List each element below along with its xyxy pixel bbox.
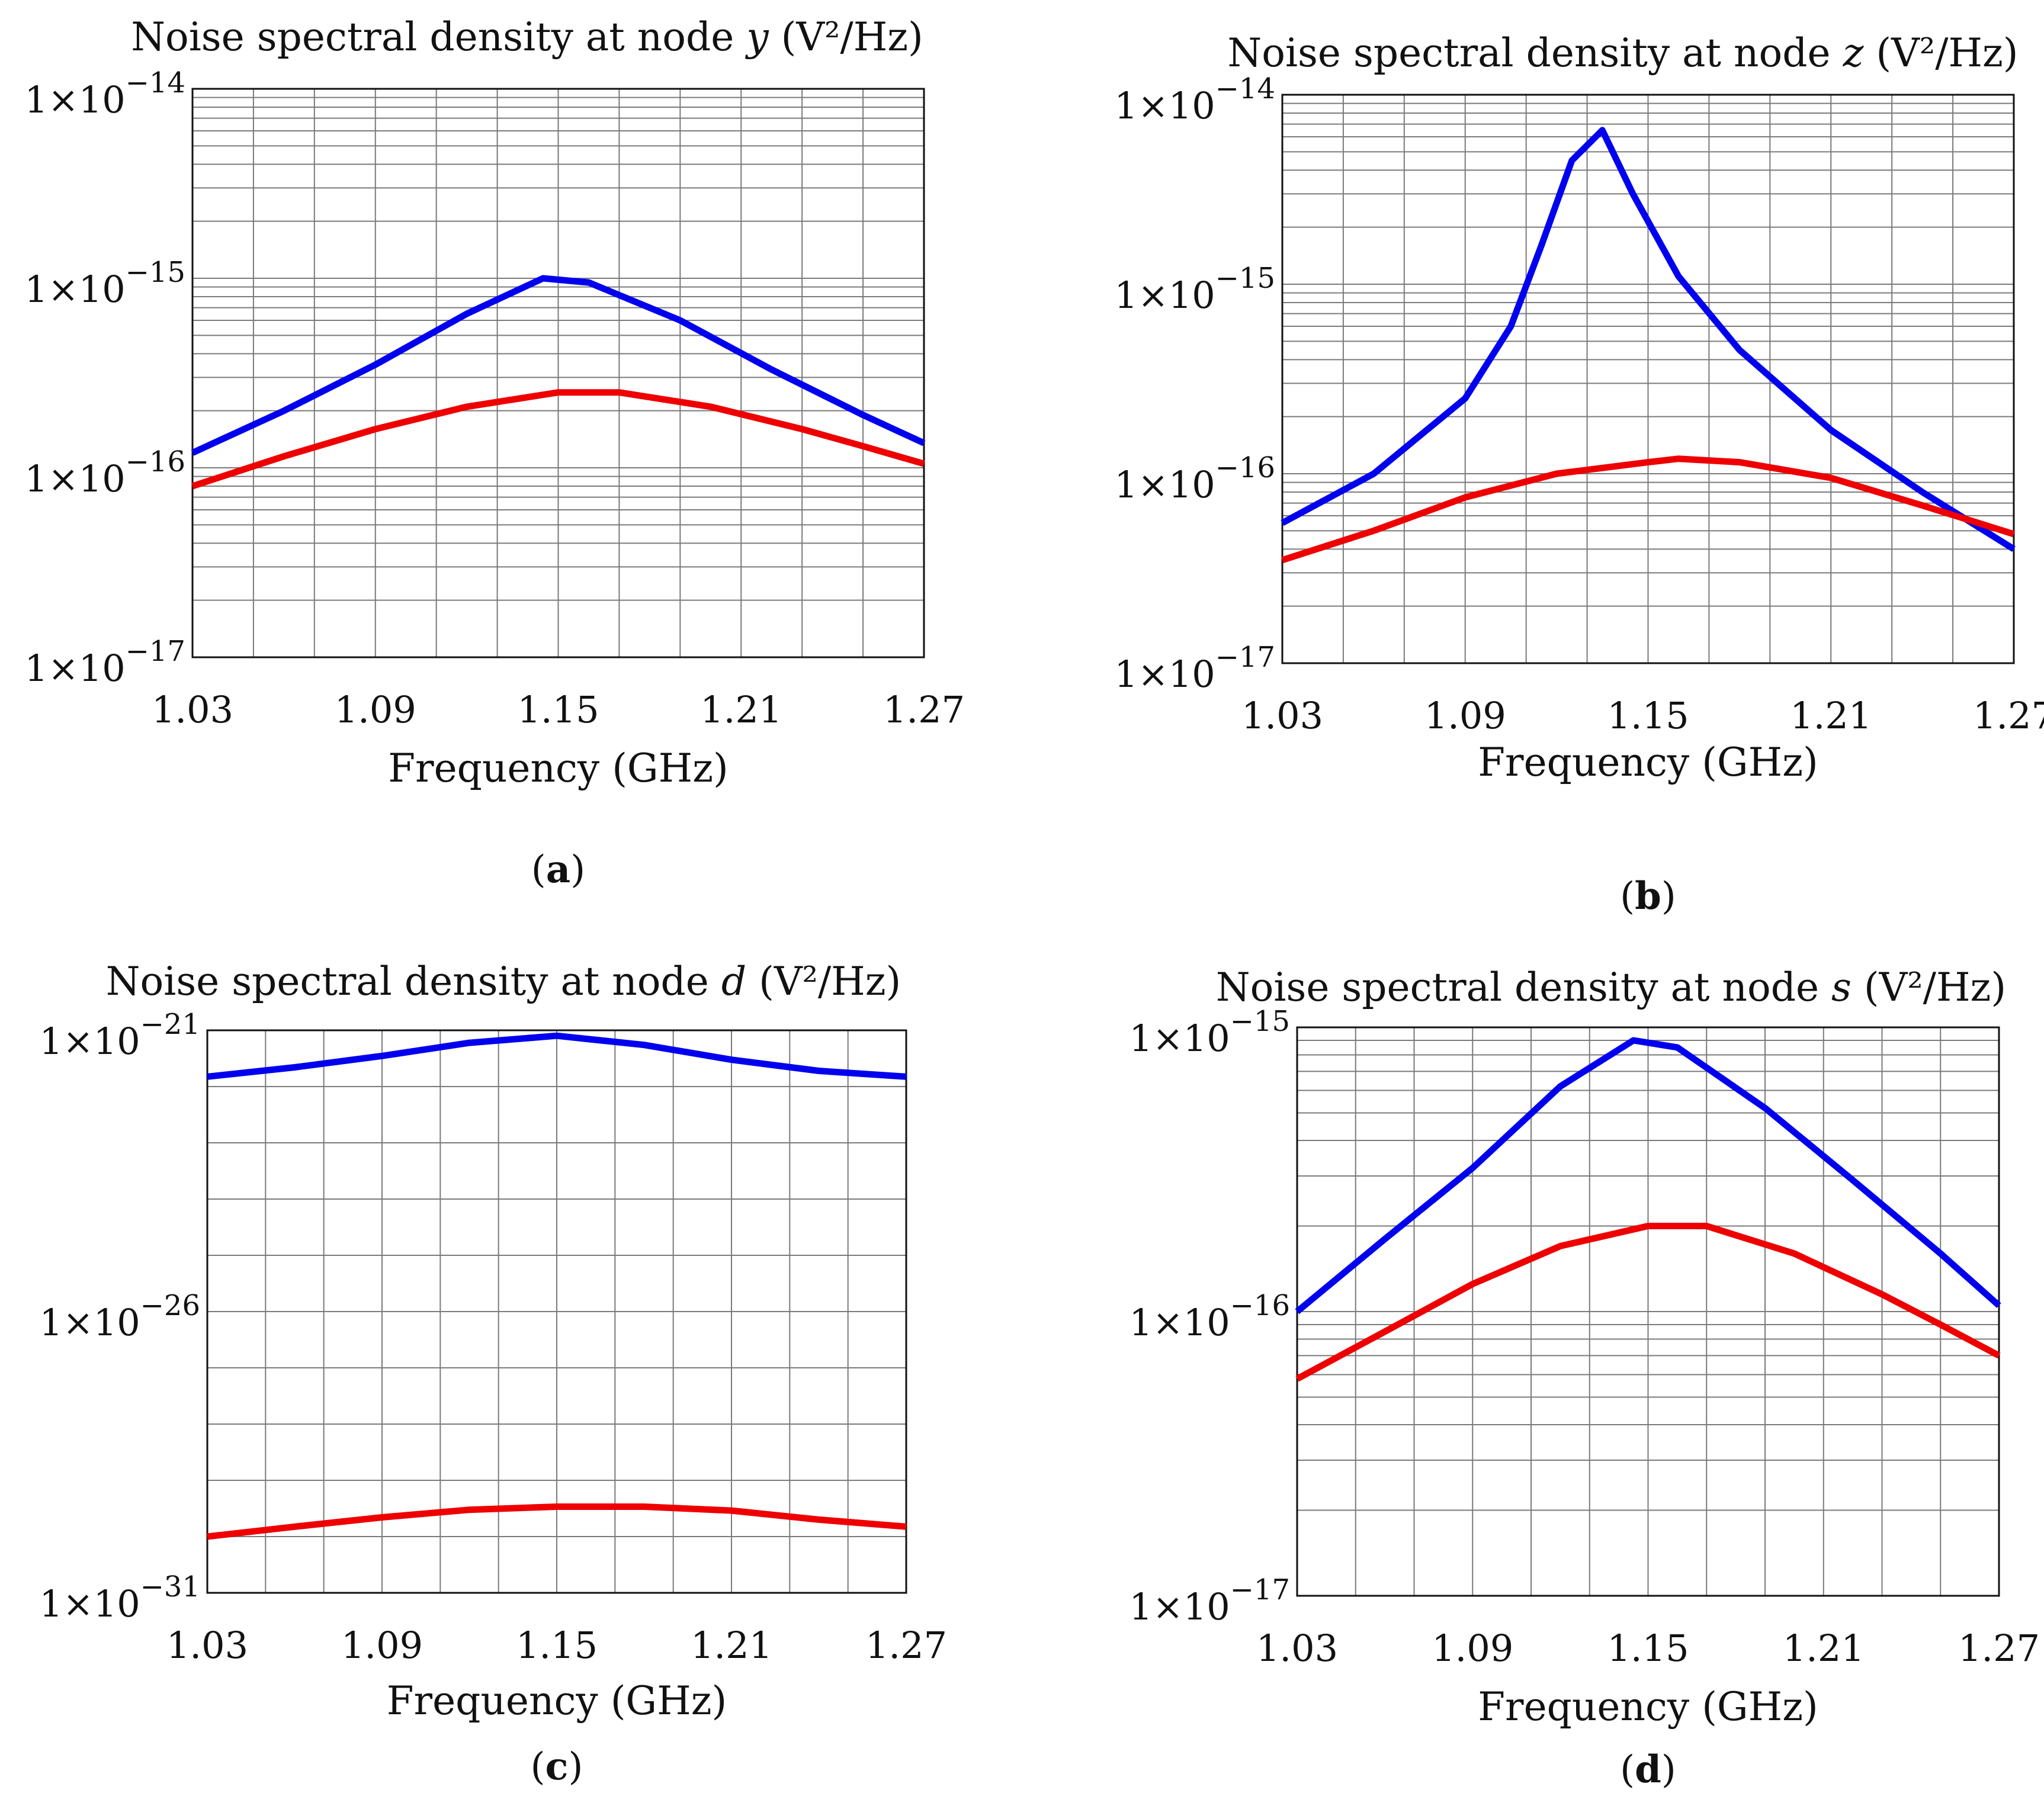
y-tick-label: 1×10−16: [1129, 1289, 1290, 1344]
x-tick-label: 1.27: [883, 688, 965, 731]
y-tick-label: 1×10−14: [24, 66, 185, 121]
series-line-blue: [1281, 127, 2016, 552]
y-tick-label: 1×10−14: [1114, 72, 1275, 127]
x-tick-label: 1.21: [1790, 694, 1872, 737]
y-tick-label: 1×10−17: [1114, 641, 1275, 696]
y-tick-label: 1×10−17: [1129, 1573, 1290, 1628]
chart-panel-a: 1.03 1.09 1.15 1.21 1.27 1×10−14 1×10−15 1×10−1…: [24, 14, 965, 892]
x-tick-label: 1.03: [1256, 1627, 1338, 1670]
chart-panel-d: 1.03 1.09 1.15 1.21 1.27 1×10−15 1×10−16 1×10−1…: [1129, 965, 2040, 1792]
panel-label: (a): [531, 847, 585, 892]
x-tick-label: 1.09: [1424, 694, 1506, 737]
panel-label: (b): [1620, 874, 1676, 918]
x-tick-label: 1.15: [517, 688, 599, 731]
y-tick-label: 1×10−21: [39, 1008, 200, 1063]
x-tick-label: 1.09: [341, 1624, 423, 1667]
plot-frame: [206, 1029, 907, 1594]
x-tick-label: 1.21: [700, 688, 782, 731]
x-axis-label: Frequency (GHz): [388, 745, 729, 791]
series-line-red: [191, 389, 925, 490]
x-axis-label: Frequency (GHz): [387, 1678, 727, 1724]
y-tick-label: 1×10−17: [24, 635, 185, 690]
y-tick-label: 1×10−15: [1129, 1005, 1290, 1060]
series-line-red: [207, 1503, 907, 1540]
x-tick-label: 1.21: [691, 1624, 772, 1667]
x-tick-label: 1.09: [1432, 1627, 1513, 1670]
chart-title: Noise spectral density at node d (V²/Hz): [106, 959, 901, 1004]
chart-panel-c: 1.03 1.09 1.15 1.21 1.27 1×10−21 1×10−26 1×10−3…: [39, 959, 947, 1789]
y-tick-label: 1×10−16: [1114, 451, 1275, 506]
series-line-red: [1281, 455, 2015, 564]
x-tick-label: 1.09: [335, 688, 416, 731]
chart-panel-b: 1.03 1.09 1.15 1.21 1.27 1×10−14 1×10−15 1×10−1…: [1114, 30, 2044, 918]
x-tick-label: 1.15: [516, 1624, 598, 1667]
plot-frame: [191, 88, 925, 658]
series-line-blue: [1295, 1037, 2001, 1315]
series-line-blue: [191, 275, 926, 456]
panel-label: (c): [531, 1744, 583, 1789]
x-axis-label: Frequency (GHz): [1478, 1684, 1818, 1730]
panel-label: (d): [1620, 1747, 1676, 1792]
y-tick-label: 1×10−26: [39, 1289, 200, 1344]
x-tick-label: 1.21: [1783, 1627, 1865, 1670]
x-tick-label: 1.15: [1607, 694, 1689, 737]
x-tick-label: 1.03: [166, 1624, 248, 1667]
x-tick-label: 1.15: [1607, 1627, 1689, 1670]
x-tick-label: 1.27: [1973, 694, 2044, 737]
x-tick-label: 1.03: [1241, 694, 1323, 737]
chart-title: Noise spectral density at node z (V²/Hz): [1227, 30, 2018, 76]
y-tick-label: 1×10−15: [1114, 262, 1275, 317]
series-line-red: [1295, 1223, 2001, 1382]
plot-frame: [1281, 94, 2015, 664]
chart-title: Noise spectral density at node s (V²/Hz): [1216, 965, 2006, 1010]
x-axis-label: Frequency (GHz): [1478, 740, 1818, 785]
y-tick-label: 1×10−31: [39, 1570, 200, 1625]
chart-title: Noise spectral density at node y (V²/Hz): [131, 14, 923, 60]
x-tick-label: 1.27: [1958, 1627, 2040, 1670]
y-tick-label: 1×10−16: [24, 445, 185, 500]
series-line-blue: [207, 1032, 907, 1080]
x-tick-label: 1.27: [865, 1624, 947, 1667]
x-tick-label: 1.03: [152, 688, 233, 731]
y-tick-label: 1×10−15: [24, 256, 185, 311]
